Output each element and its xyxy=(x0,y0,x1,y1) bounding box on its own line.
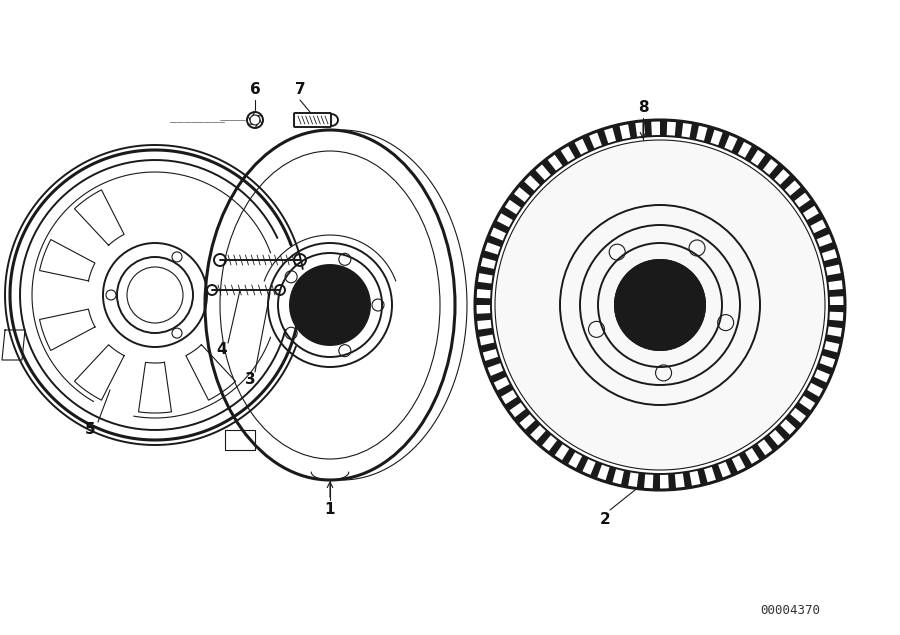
Polygon shape xyxy=(668,473,676,490)
Polygon shape xyxy=(828,289,845,297)
Polygon shape xyxy=(605,466,617,484)
Text: 6: 6 xyxy=(249,83,260,98)
Polygon shape xyxy=(683,471,692,488)
Polygon shape xyxy=(475,313,491,321)
Polygon shape xyxy=(798,199,815,213)
Polygon shape xyxy=(518,180,535,196)
Polygon shape xyxy=(554,149,569,166)
Polygon shape xyxy=(785,413,802,429)
Polygon shape xyxy=(562,448,575,465)
Polygon shape xyxy=(486,235,504,247)
Polygon shape xyxy=(822,349,839,360)
Polygon shape xyxy=(524,420,541,436)
Polygon shape xyxy=(779,174,796,190)
Polygon shape xyxy=(480,342,497,353)
Polygon shape xyxy=(621,470,631,487)
Polygon shape xyxy=(739,451,752,469)
Polygon shape xyxy=(500,206,518,220)
Polygon shape xyxy=(795,402,812,417)
Polygon shape xyxy=(652,474,660,490)
Polygon shape xyxy=(482,250,499,261)
Polygon shape xyxy=(810,377,828,390)
Polygon shape xyxy=(628,122,637,138)
Polygon shape xyxy=(816,363,833,375)
Polygon shape xyxy=(806,213,824,226)
Polygon shape xyxy=(718,131,730,149)
Polygon shape xyxy=(803,389,820,404)
Polygon shape xyxy=(698,468,708,485)
Polygon shape xyxy=(514,408,530,424)
Polygon shape xyxy=(769,163,785,180)
Polygon shape xyxy=(814,227,831,239)
Polygon shape xyxy=(568,141,581,159)
Polygon shape xyxy=(775,425,791,441)
Polygon shape xyxy=(476,282,492,290)
Text: 4: 4 xyxy=(217,342,228,358)
Polygon shape xyxy=(824,257,841,268)
Polygon shape xyxy=(508,193,526,208)
Polygon shape xyxy=(789,186,806,201)
Polygon shape xyxy=(504,396,522,411)
Polygon shape xyxy=(704,126,715,144)
Polygon shape xyxy=(675,121,683,137)
Polygon shape xyxy=(826,273,843,282)
Circle shape xyxy=(495,140,825,470)
Text: 5: 5 xyxy=(85,422,95,438)
Polygon shape xyxy=(644,120,652,137)
Polygon shape xyxy=(825,335,842,344)
Text: 3: 3 xyxy=(245,373,256,387)
Polygon shape xyxy=(757,154,772,170)
Polygon shape xyxy=(475,298,491,305)
Polygon shape xyxy=(689,123,699,140)
Polygon shape xyxy=(541,159,556,175)
Polygon shape xyxy=(484,356,501,368)
Polygon shape xyxy=(529,169,545,185)
Ellipse shape xyxy=(290,265,370,345)
Polygon shape xyxy=(490,370,507,383)
Polygon shape xyxy=(732,137,744,155)
Polygon shape xyxy=(660,120,667,136)
Polygon shape xyxy=(829,305,845,312)
Polygon shape xyxy=(636,472,645,490)
Polygon shape xyxy=(477,328,493,337)
Polygon shape xyxy=(828,320,844,328)
Polygon shape xyxy=(752,443,766,460)
Polygon shape xyxy=(590,462,602,479)
Text: 2: 2 xyxy=(599,512,610,528)
Polygon shape xyxy=(536,430,552,446)
Polygon shape xyxy=(581,135,595,152)
Polygon shape xyxy=(725,458,738,476)
Polygon shape xyxy=(478,265,495,276)
Polygon shape xyxy=(819,242,836,253)
Polygon shape xyxy=(597,129,608,146)
Polygon shape xyxy=(492,220,509,234)
Polygon shape xyxy=(548,439,563,457)
Polygon shape xyxy=(575,455,589,472)
Circle shape xyxy=(615,260,705,350)
Text: 1: 1 xyxy=(325,502,335,518)
Polygon shape xyxy=(712,464,724,481)
Polygon shape xyxy=(496,384,514,398)
Polygon shape xyxy=(612,124,623,142)
Text: 00004370: 00004370 xyxy=(760,603,820,617)
Text: 8: 8 xyxy=(638,100,648,116)
Text: 7: 7 xyxy=(294,83,305,98)
Polygon shape xyxy=(744,145,759,162)
Polygon shape xyxy=(763,434,778,451)
